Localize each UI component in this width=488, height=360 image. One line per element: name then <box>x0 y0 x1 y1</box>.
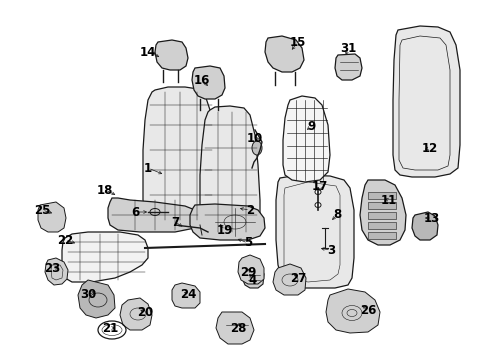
Polygon shape <box>200 106 260 235</box>
Text: 4: 4 <box>248 274 257 287</box>
Polygon shape <box>283 96 329 182</box>
Polygon shape <box>272 264 305 295</box>
Text: 12: 12 <box>421 141 437 154</box>
Polygon shape <box>359 180 405 245</box>
Text: 25: 25 <box>34 203 50 216</box>
Text: 29: 29 <box>239 266 256 279</box>
Text: 19: 19 <box>216 224 233 237</box>
Bar <box>367 232 395 239</box>
Polygon shape <box>78 280 115 318</box>
Text: 28: 28 <box>229 321 245 334</box>
Polygon shape <box>172 283 200 308</box>
Text: 2: 2 <box>245 203 254 216</box>
Ellipse shape <box>314 189 320 194</box>
Bar <box>367 222 395 229</box>
Text: 30: 30 <box>80 288 96 302</box>
Text: 23: 23 <box>44 261 60 274</box>
Text: 21: 21 <box>102 321 118 334</box>
Polygon shape <box>325 289 379 333</box>
Polygon shape <box>275 175 353 288</box>
Polygon shape <box>242 261 264 288</box>
Text: 11: 11 <box>380 194 396 207</box>
Text: 27: 27 <box>289 271 305 284</box>
Text: 3: 3 <box>326 243 334 256</box>
Text: 9: 9 <box>306 120 314 132</box>
Bar <box>367 212 395 219</box>
Text: 14: 14 <box>140 45 156 58</box>
Text: 22: 22 <box>57 234 73 247</box>
Ellipse shape <box>314 202 320 207</box>
Text: 26: 26 <box>359 303 375 316</box>
Polygon shape <box>142 87 215 225</box>
Text: 5: 5 <box>244 237 252 249</box>
Text: 7: 7 <box>171 216 179 229</box>
Text: 8: 8 <box>332 208 341 221</box>
Polygon shape <box>216 312 253 344</box>
Polygon shape <box>238 255 264 284</box>
Polygon shape <box>192 66 224 99</box>
Polygon shape <box>190 204 264 240</box>
Polygon shape <box>392 26 459 177</box>
Text: 20: 20 <box>137 306 153 320</box>
Text: 10: 10 <box>246 131 263 144</box>
Bar <box>367 202 395 209</box>
Text: 13: 13 <box>423 211 439 225</box>
Text: 15: 15 <box>289 36 305 49</box>
Polygon shape <box>264 36 304 72</box>
Polygon shape <box>38 202 66 232</box>
Text: 16: 16 <box>193 73 210 86</box>
Bar <box>367 192 395 199</box>
Text: 24: 24 <box>180 288 196 302</box>
Polygon shape <box>155 40 187 70</box>
Ellipse shape <box>150 208 160 216</box>
Polygon shape <box>45 258 68 285</box>
Text: 31: 31 <box>339 41 355 54</box>
Polygon shape <box>120 298 152 330</box>
Polygon shape <box>108 198 200 232</box>
Text: 6: 6 <box>131 206 139 219</box>
Text: 17: 17 <box>311 180 327 193</box>
Ellipse shape <box>251 141 262 155</box>
Polygon shape <box>62 232 148 282</box>
Polygon shape <box>334 54 361 80</box>
Text: 18: 18 <box>97 184 113 197</box>
Polygon shape <box>411 212 437 240</box>
Text: 1: 1 <box>143 162 152 175</box>
